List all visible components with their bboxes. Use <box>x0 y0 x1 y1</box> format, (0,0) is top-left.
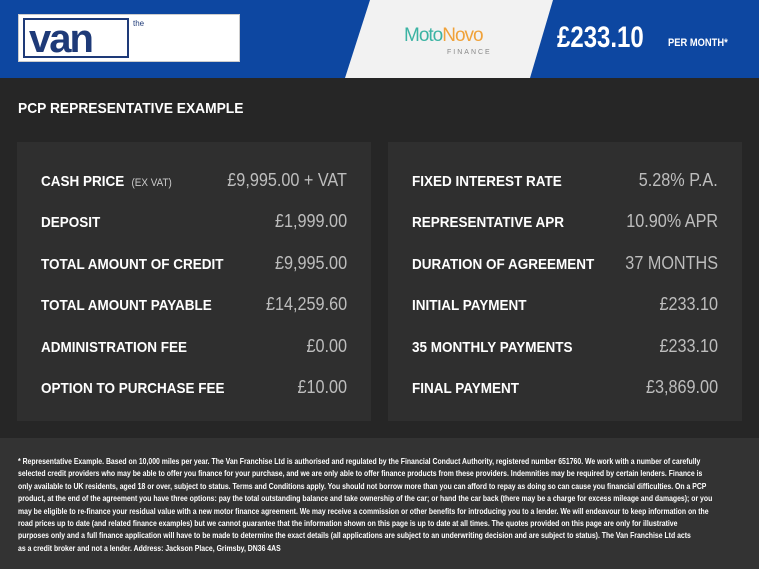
finance-row: ADMINISTRATION FEE £0.00 <box>41 336 347 358</box>
logo-mark: van <box>23 18 129 58</box>
disclaimer-line: selected credit providers who may be abl… <box>18 469 703 479</box>
row-label: OPTION TO PURCHASE FEE <box>41 380 225 397</box>
logo-text: van <box>29 18 92 58</box>
row-label: REPRESENTATIVE APR <box>412 214 564 231</box>
row-value: 37 MONTHS <box>625 252 718 273</box>
row-value: £9,995.00 + VAT <box>227 170 347 190</box>
finance-row: INITIAL PAYMENT £233.10 <box>412 294 718 316</box>
row-value: £9,995.00 <box>274 252 347 273</box>
finance-row: FIXED INTEREST RATE 5.28% P.A. <box>412 170 718 192</box>
row-label: FIXED INTEREST RATE <box>412 173 562 190</box>
label-note: (EX VAT) <box>131 177 172 189</box>
row-label: INITIAL PAYMENT <box>412 297 527 314</box>
logo-moto: Moto <box>404 25 443 46</box>
row-label: TOTAL AMOUNT PAYABLE <box>41 297 212 314</box>
logo-novo: Novo <box>442 25 483 46</box>
row-label: DEPOSIT <box>41 214 100 231</box>
finance-row: TOTAL AMOUNT OF CREDIT £9,995.00 <box>41 253 347 275</box>
finance-row: OPTION TO PURCHASE FEE £10.00 <box>41 377 347 399</box>
row-value: 10.90% APR <box>626 211 718 232</box>
row-value: £1,999.00 <box>274 211 347 232</box>
label-text: 35 MONTHLY PAYMENTS <box>412 338 573 356</box>
label-text: TOTAL AMOUNT PAYABLE <box>41 297 212 315</box>
disclaimer-line: road prices up to date (and related fina… <box>18 519 678 529</box>
row-value: 5.28% P.A. <box>639 170 718 190</box>
disclaimer-text: * Representative Example. Based on 10,00… <box>18 456 713 555</box>
disclaimer-line: as a credit broker and not a lender. Add… <box>18 543 281 553</box>
disclaimer-line: * Representative Example. Based on 10,00… <box>18 457 701 466</box>
label-text: TOTAL AMOUNT OF CREDIT <box>41 255 224 273</box>
disclaimer-line: purposes only and a full finance applica… <box>18 531 691 541</box>
label-text: CASH PRICE <box>41 173 125 190</box>
right-panel: FIXED INTEREST RATE 5.28% P.A. REPRESENTAT… <box>388 142 742 421</box>
finance-row: CASH PRICE (EX VAT) £9,995.00 + VAT <box>41 170 347 192</box>
disclaimer-line: may be eligible to re-finance your resid… <box>18 506 709 516</box>
row-value: £10.00 <box>297 377 347 397</box>
label-text: DEPOSIT <box>41 214 101 232</box>
label-text: ADMINISTRATION FEE <box>41 338 187 356</box>
van-franchise-logo[interactable]: van the <box>18 14 240 62</box>
label-text: OPTION TO PURCHASE FEE <box>41 380 225 397</box>
row-value: £0.00 <box>306 335 347 356</box>
disclaimer-section: * Representative Example. Based on 10,00… <box>0 438 759 569</box>
row-label: FINAL PAYMENT <box>412 380 519 397</box>
label-text: FIXED INTEREST RATE <box>412 173 562 190</box>
per-month-label: PER MONTH* <box>668 37 728 49</box>
logo-sub: the <box>133 19 145 28</box>
row-value: £233.10 <box>659 294 718 315</box>
finance-row: REPRESENTATIVE APR 10.90% APR <box>412 211 718 233</box>
row-label: ADMINISTRATION FEE <box>41 339 187 356</box>
finance-row: TOTAL AMOUNT PAYABLE £14,259.60 <box>41 294 347 316</box>
disclaimer-line: product, at the end of the agreement you… <box>18 494 713 504</box>
motonovo-logo: MotoNovo <box>404 25 484 46</box>
finance-row: 35 MONTHLY PAYMENTS £233.10 <box>412 336 718 358</box>
row-label: CASH PRICE (EX VAT) <box>41 173 172 190</box>
header: van the MotoNovo FINANCE £233.10 PER MON… <box>0 0 759 78</box>
row-value: £14,259.60 <box>265 294 347 315</box>
label-text: INITIAL PAYMENT <box>412 297 527 315</box>
finance-row: DURATION OF AGREEMENT 37 MONTHS <box>412 253 718 275</box>
partner-banner-bg <box>345 0 553 78</box>
section-title: PCP REPRESENTATIVE EXAMPLE <box>18 100 244 117</box>
monthly-price: £233.10 <box>557 21 644 54</box>
row-label: 35 MONTHLY PAYMENTS <box>412 339 573 356</box>
row-value: £233.10 <box>659 335 718 356</box>
row-value: £3,869.00 <box>645 377 718 397</box>
finance-row: FINAL PAYMENT £3,869.00 <box>412 377 718 399</box>
finance-row: DEPOSIT £1,999.00 <box>41 211 347 233</box>
disclaimer-line: only available to UK residents, aged 18 … <box>18 481 707 491</box>
label-text: FINAL PAYMENT <box>412 380 520 397</box>
label-text: REPRESENTATIVE APR <box>412 214 565 232</box>
left-panel: CASH PRICE (EX VAT) £9,995.00 + VAT DEPOSIT… <box>17 142 371 421</box>
row-label: DURATION OF AGREEMENT <box>412 256 594 273</box>
logo-finance: FINANCE <box>447 49 492 56</box>
label-text: DURATION OF AGREEMENT <box>412 255 595 273</box>
row-label: TOTAL AMOUNT OF CREDIT <box>41 256 223 273</box>
